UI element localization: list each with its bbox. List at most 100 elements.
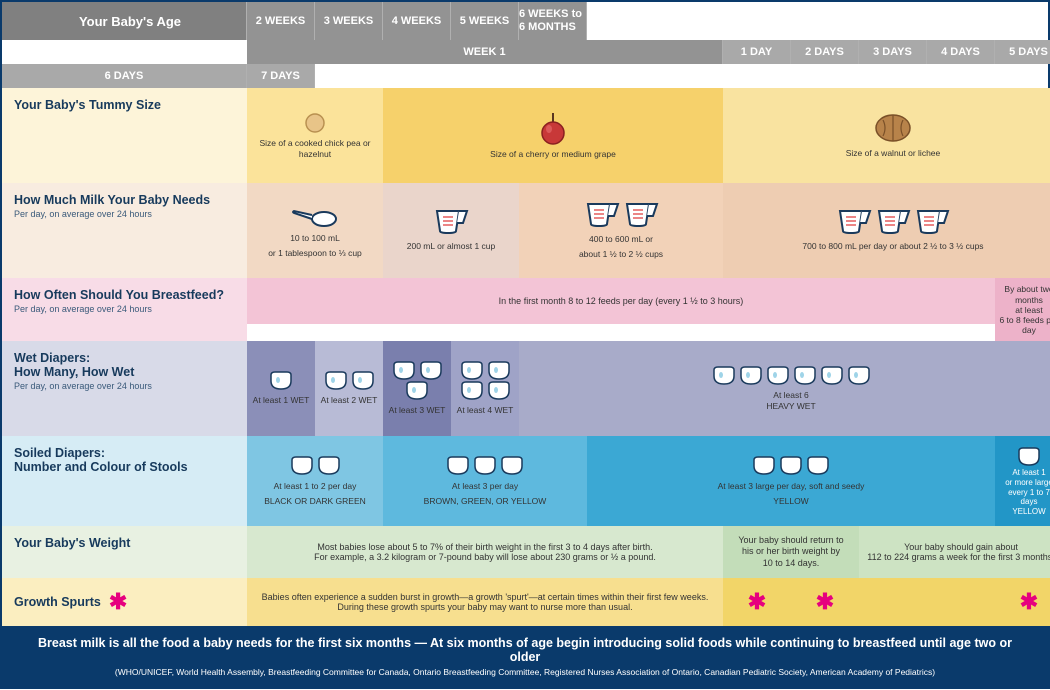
milk-c1b: or 1 tablespoon to ⅓ cup: [268, 248, 362, 259]
soiled-c4b: or more large: [1005, 478, 1050, 488]
star-icon: ✱: [1020, 589, 1038, 615]
soiled-c3a: At least 3 large per day, soft and seedy: [718, 481, 865, 492]
tummy-c2: Size of a cherry or medium grape: [490, 149, 616, 160]
cup-icon-3a: [836, 209, 872, 237]
milk-c3b: about 1 ½ to 2 ½ cups: [579, 249, 663, 260]
wet-c5a: At least 6: [773, 390, 808, 400]
footer-source: (WHO/UNICEF, World Health Assembly, Brea…: [22, 667, 1028, 677]
weight-label: Your Baby's Weight: [2, 526, 247, 578]
soiled-c2a: At least 3 per day: [452, 481, 518, 492]
growth-star-6w: ✱: [995, 578, 1050, 626]
growth-label: Growth Spurts ✱: [2, 578, 247, 626]
growth-title: Growth Spurts: [14, 595, 101, 609]
wet-c5b: HEAVY WET: [766, 401, 815, 411]
header-4weeks: 4 WEEKS: [383, 2, 451, 40]
row-often: How Often Should You Breastfeed? Per day…: [2, 278, 1048, 341]
footer-main: Breast milk is all the food a baby needs…: [22, 636, 1028, 664]
header-day-6: 6 DAYS: [2, 64, 247, 88]
row-soiled: Soiled Diapers: Number and Colour of Sto…: [2, 436, 1048, 526]
often-c2a: By about two months: [999, 284, 1050, 304]
soiled-c1b: BLACK OR DARK GREEN: [264, 496, 366, 507]
growth-4w: [859, 578, 927, 626]
weight-c2a: Your baby should return to: [738, 535, 843, 547]
often-c1: In the first month 8 to 12 feeds per day…: [247, 278, 995, 324]
often-sub: Per day, on average over 24 hours: [14, 304, 235, 314]
weight-c2c: 10 to 14 days.: [763, 558, 820, 570]
header-6weeks-6months: 6 WEEKS to 6 MONTHS: [519, 2, 587, 40]
weight-c3a: Your baby should gain about: [904, 542, 1018, 552]
growth-5w: [927, 578, 995, 626]
tummy-title: Your Baby's Tummy Size: [14, 98, 235, 112]
milk-label: How Much Milk Your Baby Needs Per day, o…: [2, 183, 247, 278]
milk-c3: 400 to 600 mL or about 1 ½ to 2 ½ cups: [519, 183, 723, 278]
growth-star-2w: ✱: [723, 578, 791, 626]
often-c2c: 6 to 8 feeds per day: [999, 315, 1050, 335]
milk-c3a: 400 to 600 mL or: [589, 234, 653, 245]
tummy-c1: Size of a cooked chick pea or hazelnut: [251, 138, 379, 160]
soiled-c4a: At least 1: [1012, 468, 1045, 478]
soiled-c4d: YELLOW: [1012, 507, 1045, 517]
wet-c3: At least 3 WET: [383, 341, 451, 436]
wet-c2: At least 2 WET: [315, 341, 383, 436]
soiled-c1: At least 1 to 2 per day BLACK OR DARK GR…: [247, 436, 383, 526]
row-growth: Growth Spurts ✱ Babies often experience …: [2, 578, 1048, 626]
spoon-icon: [292, 203, 338, 229]
header-age-label: Your Baby's Age: [2, 2, 247, 40]
header-3weeks: 3 WEEKS: [315, 2, 383, 40]
milk-c1a: 10 to 100 mL: [290, 233, 340, 244]
weight-title: Your Baby's Weight: [14, 536, 235, 550]
header-day-5: 5 DAYS: [995, 40, 1050, 64]
growth-star-3w: ✱: [791, 578, 859, 626]
header-day-3: 3 DAYS: [859, 40, 927, 64]
wet-c1t: At least 1 WET: [253, 395, 310, 406]
row-wet: Wet Diapers: How Many, How Wet Per day, …: [2, 341, 1048, 436]
row-weight: Your Baby's Weight Most babies lose abou…: [2, 526, 1048, 578]
star-icon: ✱: [816, 589, 834, 615]
walnut-icon: [873, 112, 913, 144]
weight-c1a: Most babies lose about 5 to 7% of their …: [317, 542, 652, 552]
wet-c1: At least 1 WET: [247, 341, 315, 436]
header-day-2: 2 DAYS: [791, 40, 859, 64]
footer: Breast milk is all the food a baby needs…: [2, 626, 1048, 687]
weight-c3: Your baby should gain about 112 to 224 g…: [859, 526, 1050, 578]
often-label: How Often Should You Breastfeed? Per day…: [2, 278, 247, 341]
soiled-c1a: At least 1 to 2 per day: [274, 481, 357, 492]
milk-title: How Much Milk Your Baby Needs: [14, 193, 235, 207]
wet-c4: At least 4 WET: [451, 341, 519, 436]
soiled-title2: Number and Colour of Stools: [14, 460, 235, 474]
often-c2: By about two months at least 6 to 8 feed…: [995, 278, 1050, 341]
growth-c1b: During these growth spurts your baby may…: [337, 602, 632, 612]
wet-c2t: At least 2 WET: [321, 395, 378, 406]
weight-c1b: For example, a 3.2 kilogram or 7-pound b…: [314, 552, 656, 562]
wet-c5: At least 6HEAVY WET: [519, 341, 1050, 436]
tummy-cherry: Size of a cherry or medium grape: [383, 88, 723, 183]
soiled-c3: At least 3 large per day, soft and seedy…: [587, 436, 995, 526]
star-icon: ✱: [748, 589, 766, 615]
tummy-walnut: Size of a walnut or lichee: [723, 88, 1050, 183]
row-milk: How Much Milk Your Baby Needs Per day, o…: [2, 183, 1048, 278]
cup-icon-2b: [623, 202, 659, 230]
weight-c1: Most babies lose about 5 to 7% of their …: [247, 526, 723, 578]
diaper-icon-1: [269, 371, 293, 391]
soiled-c4c: every 1 to 7 days: [999, 488, 1050, 507]
soiled-c4: At least 1 or more large every 1 to 7 da…: [995, 436, 1050, 526]
wet-sub: Per day, on average over 24 hours: [14, 381, 235, 391]
header-5weeks: 5 WEEKS: [451, 2, 519, 40]
often-c2b: at least: [1015, 305, 1042, 315]
milk-c2: 200 mL or almost 1 cup: [383, 183, 519, 278]
weight-c3b: 112 to 224 grams a week for the first 3 …: [867, 552, 1050, 562]
weight-c2: Your baby should return to his or her bi…: [723, 526, 859, 578]
cup-icon-2a: [584, 202, 620, 230]
cup-icon-3c: [914, 209, 950, 237]
soiled-title: Soiled Diapers:: [14, 446, 235, 460]
chickpea-icon: [304, 112, 326, 134]
milk-c2t: 200 mL or almost 1 cup: [407, 241, 496, 252]
weight-c2b: his or her birth weight by: [742, 546, 840, 558]
wet-title2: How Many, How Wet: [14, 365, 235, 379]
soiled-c2: At least 3 per day BROWN, GREEN, OR YELL…: [383, 436, 587, 526]
header-day-4: 4 DAYS: [927, 40, 995, 64]
chart-container: Your Baby's Age WEEK 1 2 WEEKS 3 WEEKS 4…: [0, 0, 1050, 689]
soiled-c2b: BROWN, GREEN, OR YELLOW: [424, 496, 547, 507]
cherry-icon: [539, 111, 567, 145]
milk-c4: 700 to 800 mL per day or about 2 ½ to 3 …: [723, 183, 1050, 278]
